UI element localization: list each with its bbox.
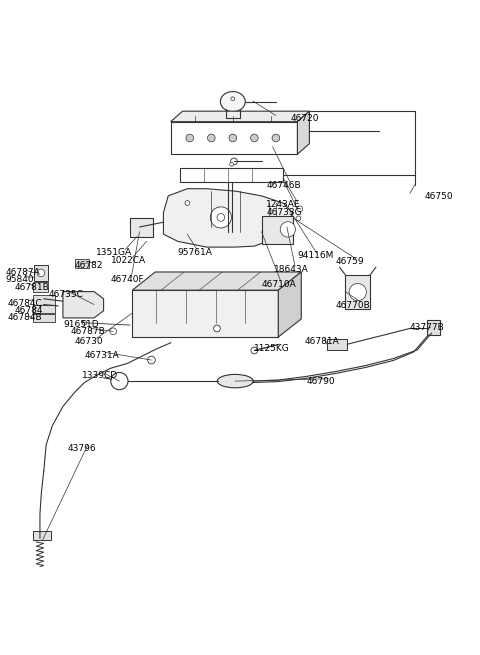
Circle shape xyxy=(210,207,231,228)
Polygon shape xyxy=(163,189,293,247)
Ellipse shape xyxy=(220,92,245,111)
Text: 95761A: 95761A xyxy=(178,248,213,257)
Circle shape xyxy=(280,222,296,237)
Text: 46787A: 46787A xyxy=(5,269,40,278)
Text: 46720: 46720 xyxy=(290,115,319,123)
Circle shape xyxy=(229,134,237,141)
Bar xyxy=(33,314,55,322)
Text: 46759: 46759 xyxy=(336,257,364,267)
Text: 46746B: 46746B xyxy=(266,181,301,191)
Polygon shape xyxy=(298,111,310,154)
Circle shape xyxy=(297,206,303,212)
Bar xyxy=(180,168,283,181)
Circle shape xyxy=(251,347,258,354)
Circle shape xyxy=(231,97,235,101)
Text: 94116M: 94116M xyxy=(298,252,334,260)
Bar xyxy=(33,305,55,313)
Text: 43796: 43796 xyxy=(68,443,96,453)
Text: 1351GA: 1351GA xyxy=(96,248,132,257)
Text: 46782: 46782 xyxy=(75,261,103,270)
Circle shape xyxy=(296,216,301,221)
Bar xyxy=(33,531,51,540)
Bar xyxy=(132,290,278,337)
Polygon shape xyxy=(278,272,301,337)
Text: 46784C: 46784C xyxy=(8,299,43,308)
Bar xyxy=(427,320,440,335)
Text: 46770B: 46770B xyxy=(336,301,371,310)
Text: 1243AE: 1243AE xyxy=(266,200,301,208)
Text: 46781B: 46781B xyxy=(15,283,50,291)
Text: 46784B: 46784B xyxy=(8,314,43,322)
Text: 46731A: 46731A xyxy=(84,351,119,360)
Bar xyxy=(262,216,293,244)
Circle shape xyxy=(82,320,87,325)
Bar xyxy=(130,218,153,236)
Circle shape xyxy=(349,284,366,301)
Text: 1125KG: 1125KG xyxy=(254,344,290,352)
Bar xyxy=(75,259,89,268)
Polygon shape xyxy=(63,291,104,318)
Bar xyxy=(34,265,48,280)
Text: 46787B: 46787B xyxy=(70,327,105,336)
Bar xyxy=(345,275,370,309)
Bar xyxy=(33,282,48,291)
Text: 46781A: 46781A xyxy=(305,337,339,346)
Circle shape xyxy=(217,214,225,221)
Circle shape xyxy=(186,134,193,141)
Circle shape xyxy=(185,200,190,206)
Text: 1022CA: 1022CA xyxy=(111,256,146,265)
Circle shape xyxy=(111,373,128,390)
Text: 46710A: 46710A xyxy=(262,280,296,289)
Circle shape xyxy=(230,162,234,166)
Text: 46784: 46784 xyxy=(15,307,44,315)
Text: 46740F: 46740F xyxy=(111,275,144,284)
Circle shape xyxy=(214,325,220,332)
Text: 46790: 46790 xyxy=(307,377,336,386)
Ellipse shape xyxy=(217,375,253,388)
Polygon shape xyxy=(170,111,310,122)
Polygon shape xyxy=(132,272,301,290)
Circle shape xyxy=(251,134,258,141)
Circle shape xyxy=(148,356,156,364)
Text: 46733G: 46733G xyxy=(266,208,302,217)
Text: 18643A: 18643A xyxy=(274,265,308,274)
Bar xyxy=(327,339,347,350)
Text: 43777B: 43777B xyxy=(410,323,444,332)
Text: 95840: 95840 xyxy=(5,275,34,284)
Text: 46750: 46750 xyxy=(424,193,453,201)
Circle shape xyxy=(37,269,45,277)
Bar xyxy=(33,295,55,305)
Circle shape xyxy=(272,134,280,141)
Bar xyxy=(170,122,298,154)
Text: 91651D: 91651D xyxy=(63,320,98,329)
Circle shape xyxy=(231,158,238,165)
Text: 1339CD: 1339CD xyxy=(82,371,118,380)
Text: 46735C: 46735C xyxy=(48,290,84,299)
Circle shape xyxy=(207,134,215,141)
Text: 46730: 46730 xyxy=(75,337,104,346)
Circle shape xyxy=(110,328,117,335)
